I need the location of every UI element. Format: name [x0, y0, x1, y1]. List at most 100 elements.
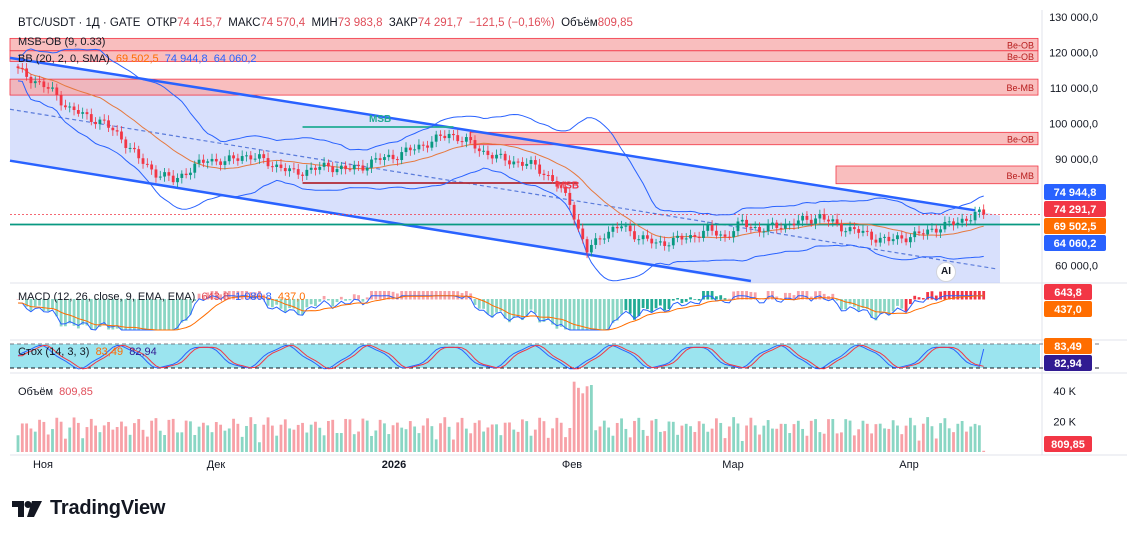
volume-bar [814, 419, 817, 452]
volume-bar [145, 436, 149, 452]
candle-body [939, 229, 942, 233]
volume-bar [456, 422, 460, 452]
candle-body [883, 236, 886, 238]
macd-hist-bar [464, 291, 468, 300]
volume-bar [581, 393, 585, 452]
macd-legend[interactable]: MACD (12, 26, close, 9, EMA, EMA) 643,8 … [18, 291, 305, 303]
price-badge-label: 74 291,7 [1054, 204, 1097, 216]
volume-bar [516, 431, 520, 452]
macd-hist-bar [607, 299, 611, 330]
macd-hist-bar [81, 299, 85, 325]
macd-hist-bar [76, 299, 80, 329]
candle-body [210, 158, 214, 162]
volume-bar [408, 421, 412, 452]
volume-bar [758, 434, 761, 452]
candle-body [840, 224, 843, 232]
candle-body [180, 173, 184, 178]
candle-body [452, 133, 455, 136]
time-tick-label: Фев [562, 459, 582, 471]
macd-hist-bar [633, 299, 636, 320]
candle-body [158, 176, 162, 178]
candle-body [762, 231, 766, 233]
candle-body [107, 120, 110, 128]
candle-body [240, 156, 244, 161]
candle-body [818, 214, 822, 219]
macd-hist-bar [331, 299, 335, 307]
macd-hist-bar [900, 299, 904, 309]
candle-body [960, 218, 964, 223]
macd-hist-bar [20, 299, 24, 300]
macd-hist-bar [378, 291, 382, 300]
macd-hist-bar [792, 295, 796, 300]
volume-bar [180, 432, 184, 452]
stoch-legend[interactable]: Стох (14, 3, 3) 83,49 82,94 [18, 346, 157, 358]
symbol-name[interactable]: BTC/USDT · 1Д · GATE [18, 17, 141, 29]
macd-hist-bar [598, 299, 602, 330]
volume-pane-label: Объём [18, 386, 54, 398]
volume-bar [115, 426, 119, 452]
volume-bar [344, 418, 348, 452]
ai-button[interactable]: AI [936, 262, 956, 282]
macd-hist-bar [874, 299, 878, 321]
macd-hist-bar [16, 299, 20, 300]
volume-bar [646, 435, 649, 452]
volume-bar [715, 418, 718, 452]
msb-ob-legend[interactable]: MSB-OB (9, 0.33) [18, 36, 105, 48]
volume-bar [952, 432, 955, 452]
volume-bar [904, 425, 908, 452]
macd-hist-bar [249, 292, 253, 300]
volume-bar [736, 423, 740, 452]
volume-bar [775, 428, 779, 452]
volume-bar [352, 434, 356, 452]
stoch-band [10, 344, 1040, 368]
stoch-d-line [18, 344, 984, 370]
candle-body [697, 236, 701, 238]
macd-badge-label: 643,8 [1054, 287, 1082, 299]
volume-bar [201, 422, 205, 452]
volume-bar [874, 424, 878, 452]
volume-bar [439, 423, 442, 452]
macd-hist-bar [383, 291, 386, 300]
macd-hist-bar [551, 299, 554, 325]
candle-body [296, 169, 300, 175]
macd-hist-bar [94, 299, 97, 330]
candle-body [464, 137, 468, 142]
volume-bar [89, 418, 93, 452]
candle-body [857, 229, 861, 233]
candle-body [917, 231, 921, 234]
macd-hist-bar [861, 299, 865, 309]
candle-body [167, 172, 171, 176]
candle-body [930, 228, 934, 230]
bb-legend[interactable]: BB (20, 2, 0, SMA) 69 502,5 74 944,8 64 … [18, 53, 257, 65]
tradingview-logo[interactable]: TradingView [12, 497, 165, 520]
channel-lower-line [9, 159, 752, 283]
macd-hist-bar [434, 291, 438, 300]
volume-bar [102, 425, 106, 452]
candle-body [133, 147, 136, 150]
volume-legend[interactable]: Объём 809,85 [18, 386, 93, 398]
candle-body [292, 168, 296, 170]
candle-body [16, 66, 20, 69]
volume-bar [671, 421, 675, 452]
macd-hist-bar [702, 291, 705, 300]
candle-body [20, 68, 24, 70]
macd-hist-bar [482, 299, 485, 309]
candle-body [193, 163, 197, 173]
macd-hist-bar [395, 293, 399, 300]
volume-bar [917, 440, 921, 452]
volume-bar [572, 381, 576, 452]
low-value: 73 983,8 [337, 17, 383, 29]
volume-bar [835, 433, 839, 452]
volume-bar [305, 432, 309, 452]
bb-basis-line [17, 67, 984, 239]
macd-hist-bar [270, 299, 274, 308]
candle-body [141, 158, 145, 164]
volume-bar [16, 435, 20, 452]
volume-bar [762, 425, 766, 452]
volume-bar [33, 431, 37, 452]
candle-body [331, 166, 335, 173]
macd-badge-label: 437,0 [1054, 304, 1082, 316]
volume-bar [339, 433, 343, 452]
candle-body [89, 114, 93, 122]
